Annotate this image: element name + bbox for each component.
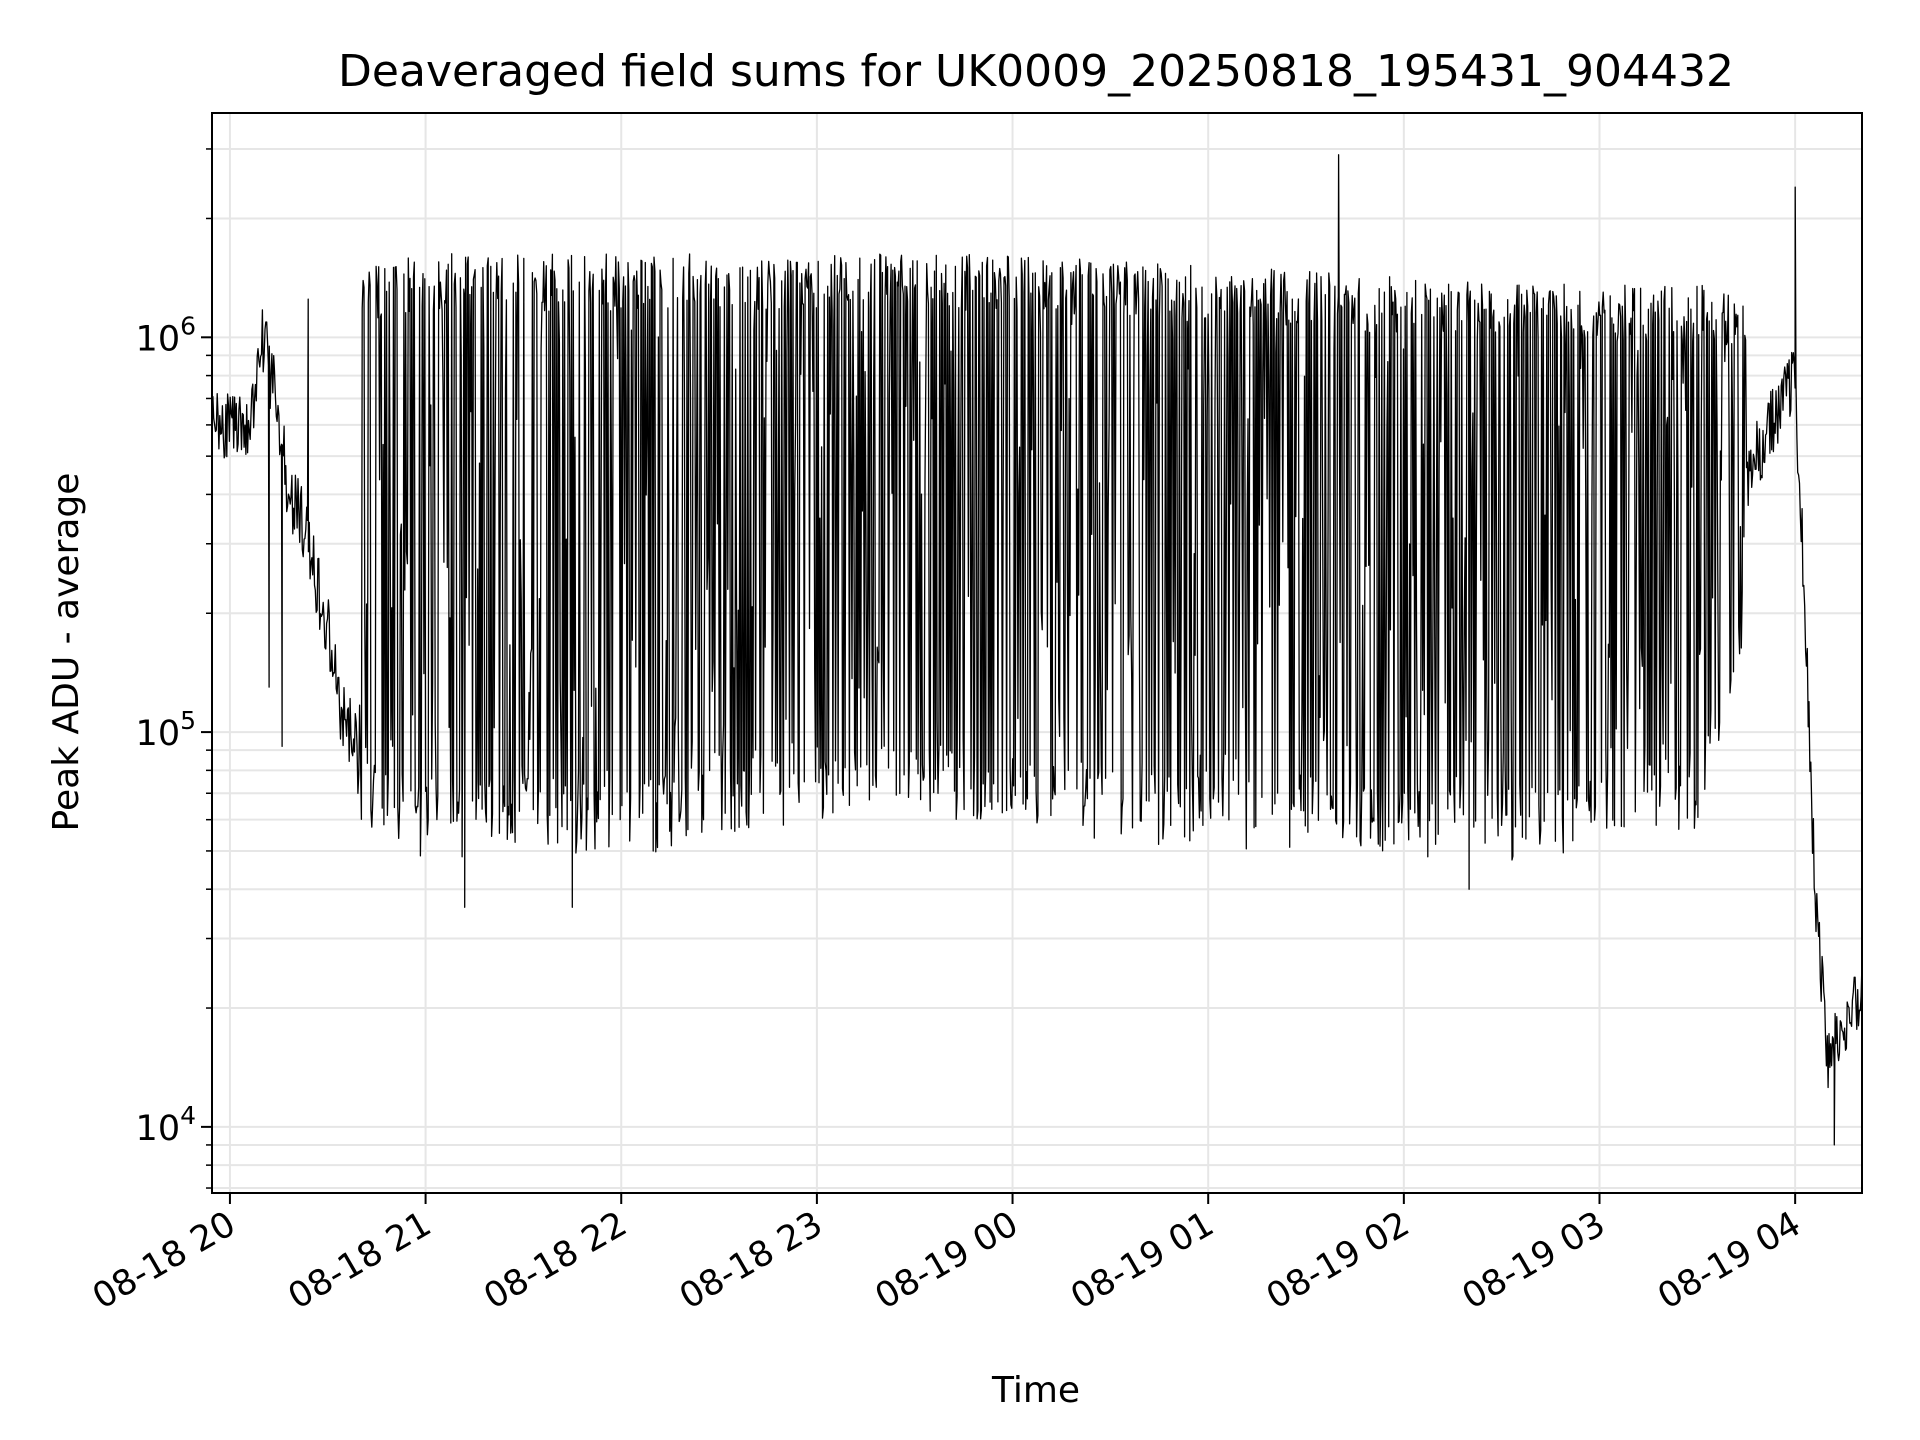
y-tick-label: 105 <box>136 706 196 754</box>
x-axis-label: Time <box>991 1370 1080 1411</box>
y-tick-label: 104 <box>136 1101 196 1149</box>
chart-title: Deaveraged field sums for UK0009_2025081… <box>338 46 1734 97</box>
y-axis-label: Peak ADU - average <box>46 473 87 832</box>
data-series <box>211 154 1863 1146</box>
y-axis: 104 105 106 <box>136 148 212 1189</box>
series-line <box>211 154 1863 1146</box>
y-tick-label: 106 <box>136 311 196 359</box>
plot-frame <box>211 112 1863 1194</box>
